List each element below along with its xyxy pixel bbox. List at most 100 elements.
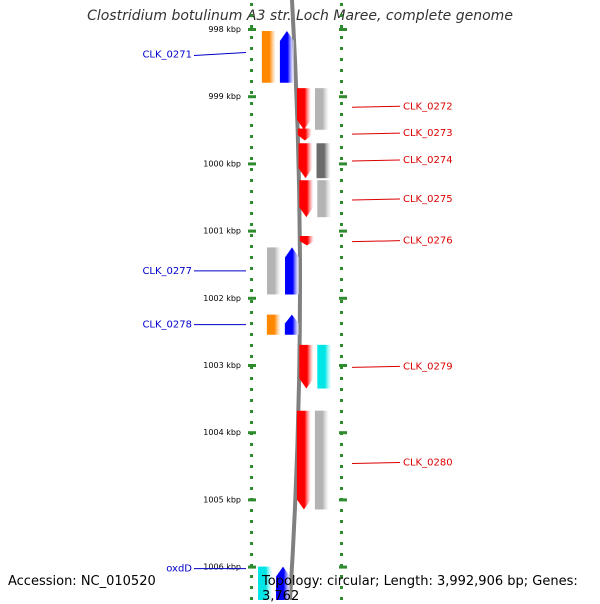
tick-dot-left	[250, 3, 253, 6]
gene-pointer-line	[193, 52, 247, 57]
tick-dot-right	[340, 443, 343, 446]
major-tick-right	[339, 364, 347, 367]
tick-dot-left	[250, 69, 253, 72]
tick-dot-right	[340, 586, 343, 589]
tick-dot-left	[250, 333, 253, 336]
tick-dot-right	[340, 36, 343, 39]
tick-dot-left	[250, 388, 253, 391]
cog-block	[267, 247, 282, 295]
gene-label: CLK_0278	[142, 320, 192, 331]
tick-dot-right	[340, 14, 343, 17]
tick-dot-right	[340, 201, 343, 204]
major-tick-left	[248, 565, 256, 569]
tick-dot-right	[340, 223, 343, 226]
tick-dot-right	[340, 157, 343, 160]
tick-dot-right	[340, 267, 343, 270]
gene-pointer-line	[351, 240, 401, 243]
tick-dot-left	[250, 102, 253, 105]
tick-dot-left	[250, 344, 253, 347]
tick-dot-right	[340, 179, 343, 182]
major-tick-left	[248, 28, 256, 31]
tick-dot-right	[340, 531, 343, 534]
gene-label: CLK_0271	[142, 50, 192, 61]
gene-pointer-line	[351, 132, 401, 135]
tick-dot-right	[340, 542, 343, 545]
tick-dot-right	[340, 410, 343, 413]
tick-dot-left	[250, 113, 253, 116]
gene-label: CLK_0273	[403, 128, 453, 139]
tick-dot-right	[340, 597, 343, 600]
major-tick-left	[248, 296, 256, 300]
tick-dot-right	[340, 102, 343, 105]
tick-dot-left	[250, 91, 253, 94]
tick-dot-right	[340, 421, 343, 424]
tick-dot-right	[340, 300, 343, 303]
tick-dot-left	[250, 377, 253, 380]
major-tick-right	[339, 162, 347, 166]
major-tick-left	[248, 229, 256, 233]
scale-label: 1005 kbp	[203, 495, 241, 504]
tick-dot-left	[250, 58, 253, 61]
tick-dot-left	[250, 47, 253, 50]
major-tick-left	[248, 95, 256, 99]
tick-dot-left	[250, 267, 253, 270]
tick-dot-left	[250, 597, 253, 600]
major-tick-right	[339, 431, 347, 435]
tick-dot-right	[340, 377, 343, 380]
tick-dot-right	[340, 80, 343, 83]
gene-pointer-line	[351, 105, 401, 108]
scale-label: 1000 kbp	[203, 159, 241, 168]
tick-dot-left	[250, 25, 253, 28]
tick-dot-left	[250, 553, 253, 556]
tick-dot-left	[250, 289, 253, 292]
scale-ticks	[250, 3, 343, 600]
major-tick-right	[339, 28, 347, 31]
tick-dot-left	[250, 542, 253, 545]
gene-pointer-line	[351, 461, 401, 464]
tick-dot-right	[340, 47, 343, 50]
tick-dot-left	[250, 531, 253, 534]
tick-dot-right	[340, 190, 343, 193]
cog-block	[266, 314, 281, 335]
gene-label: CLK_0274	[403, 155, 453, 166]
tick-dot-left	[250, 399, 253, 402]
major-tick-left	[248, 498, 256, 502]
gene-arrow-forward	[285, 247, 300, 295]
cog-block	[316, 143, 331, 179]
tick-dot-right	[340, 509, 343, 512]
major-tick-right	[339, 229, 347, 233]
tick-dot-right	[340, 212, 343, 215]
major-tick-left	[248, 364, 256, 367]
tick-dot-left	[250, 410, 253, 413]
tick-dot-left	[250, 311, 253, 314]
tick-dot-right	[340, 487, 343, 490]
tick-dot-left	[250, 190, 253, 193]
tick-dot-right	[340, 575, 343, 578]
genome-backbone	[288, 0, 303, 600]
tick-dot-right	[340, 366, 343, 369]
accession-label: Accession: NC_010520	[8, 574, 156, 589]
gene-arrow-forward	[279, 31, 294, 83]
tick-dot-left	[250, 564, 253, 567]
gene-label: oxdD	[166, 564, 192, 575]
tick-dot-right	[340, 278, 343, 281]
gene-arrow-reverse	[296, 88, 311, 130]
scale-label: 999 kbp	[208, 92, 241, 101]
gene-label: CLK_0275	[403, 194, 453, 205]
tick-dot-right	[340, 25, 343, 28]
tick-dot-left	[250, 476, 253, 479]
tick-dot-left	[250, 179, 253, 182]
tick-dot-right	[340, 256, 343, 259]
tick-dot-right	[340, 91, 343, 94]
tick-dot-right	[340, 476, 343, 479]
tick-dot-right	[340, 454, 343, 457]
tick-dot-left	[250, 168, 253, 171]
tick-dot-left	[250, 124, 253, 127]
tick-dot-left	[250, 234, 253, 237]
scale-label: 1003 kbp	[203, 361, 241, 370]
tick-dot-left	[250, 212, 253, 215]
tick-dot-left	[250, 509, 253, 512]
tick-dot-left	[250, 454, 253, 457]
tick-dot-right	[340, 245, 343, 248]
gene-label: CLK_0280	[403, 457, 453, 468]
